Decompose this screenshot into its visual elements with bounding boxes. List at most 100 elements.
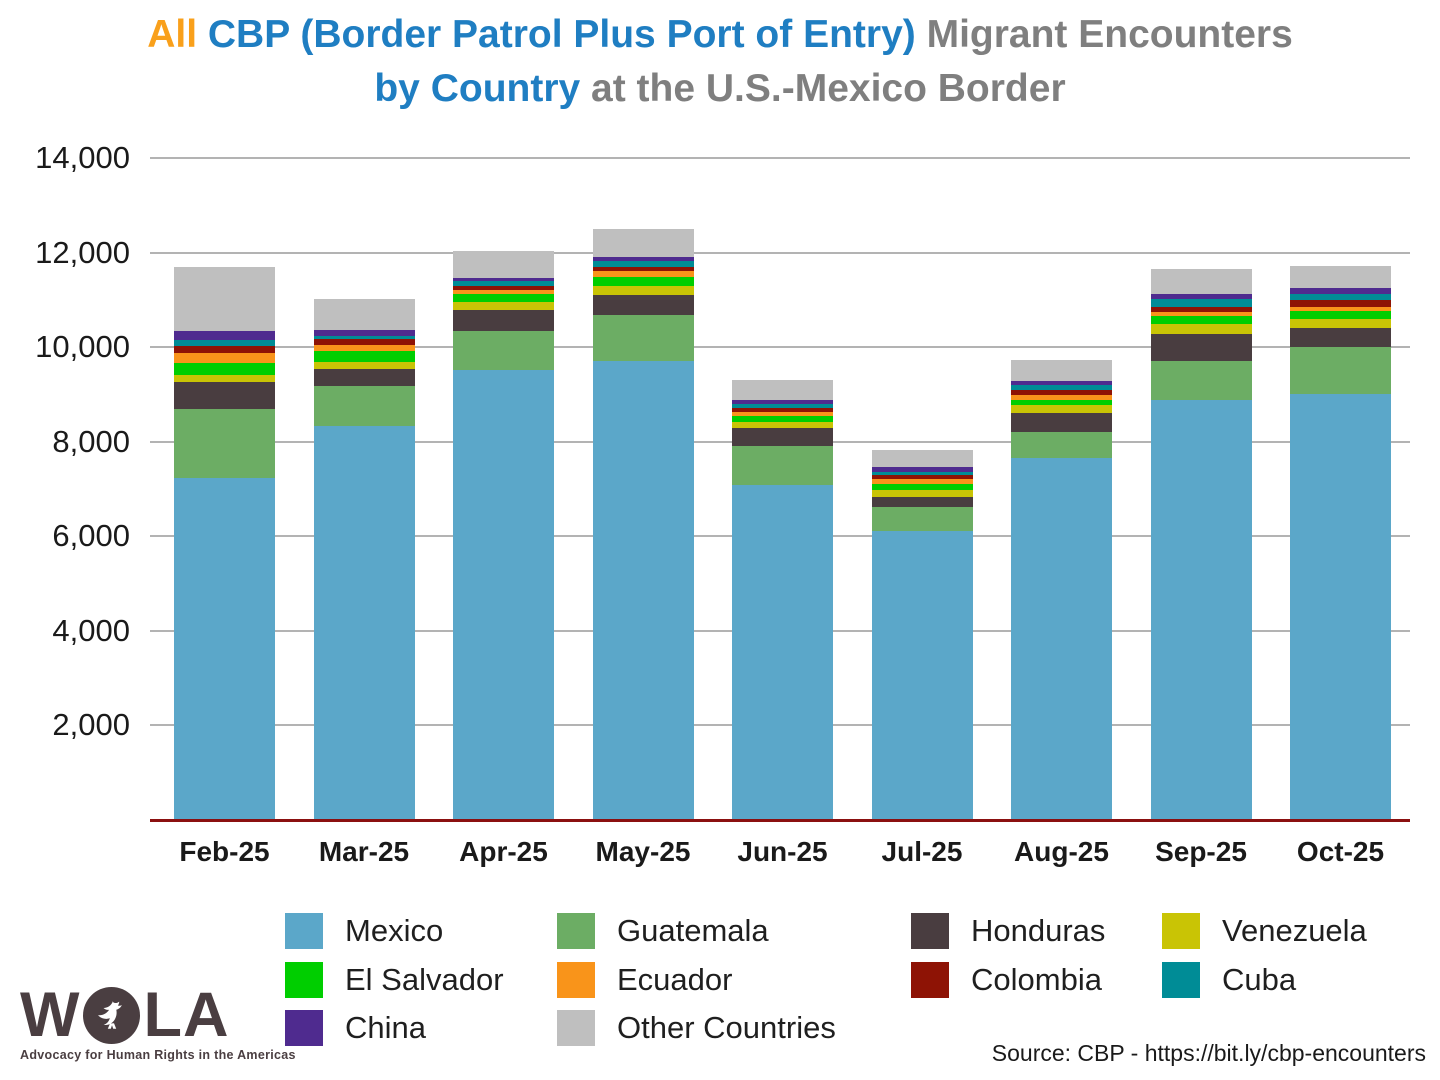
- bar-segment-cuba-aug-25: [1011, 384, 1112, 390]
- legend-label-honduras: Honduras: [971, 913, 1106, 948]
- bar-segment-honduras-jun-25: [732, 427, 833, 446]
- chart-area: 2,000 4,000 6,000 8,000 10,000 12,000 14,000 Fe…: [0, 140, 1440, 888]
- bar-segment-venezuela-may-25: [592, 286, 694, 296]
- bar-segment-china-feb-25: [174, 331, 275, 341]
- bar-segment-el-salvador-aug-25: [1011, 399, 1112, 406]
- bar-segment-cuba-feb-25: [174, 340, 275, 346]
- bar-segment-honduras-feb-25: [174, 382, 275, 409]
- bar-segment-ecuador-jul-25: [871, 479, 973, 484]
- bar-segment-china-jun-25: [732, 400, 833, 405]
- legend-swatch-el-salvador: [285, 961, 323, 998]
- title-segment: by Country: [374, 67, 592, 110]
- bar-segment-other-countries-apr-25: [453, 251, 554, 278]
- legend-label-guatemala: Guatemala: [617, 913, 769, 948]
- legend-swatch-colombia: [911, 961, 949, 998]
- bar-segment-guatemala-sep-25: [1150, 360, 1252, 400]
- bar-segment-other-countries-mar-25: [313, 299, 415, 331]
- chart-title-line1: All CBP (Border Patrol Plus Port of Entr…: [0, 8, 1440, 62]
- legend-swatch-honduras: [911, 913, 949, 949]
- legend-label-china: China: [345, 1010, 426, 1045]
- bar-segment-honduras-may-25: [592, 295, 694, 316]
- bar-segment-cuba-may-25: [592, 260, 694, 268]
- bar-segment-china-oct-25: [1290, 287, 1391, 294]
- bar-segment-honduras-jul-25: [871, 496, 973, 507]
- bar-segment-el-salvador-jul-25: [871, 483, 973, 491]
- legend-swatch-ecuador: [557, 961, 595, 998]
- bar-segment-colombia-apr-25: [453, 285, 554, 290]
- legend-swatch-mexico: [285, 913, 323, 949]
- y-axis-tick-2,000: 2,000: [52, 707, 130, 743]
- bar-segment-colombia-mar-25: [313, 338, 415, 346]
- title-segment: Migrant Encounters: [926, 13, 1293, 56]
- bar-segment-colombia-sep-25: [1150, 306, 1252, 313]
- gridline-10,000: [150, 346, 1410, 349]
- legend-swatch-guatemala: [557, 913, 595, 949]
- bar-aug-25: [1011, 359, 1112, 820]
- bar-segment-cuba-jul-25: [871, 471, 973, 475]
- title-segment: CBP (Border Patrol Plus Port of Entry): [207, 13, 927, 56]
- x-axis-tick-jul-25: Jul-25: [881, 836, 963, 867]
- x-axis-tick-sep-25: Sep-25: [1155, 836, 1247, 867]
- bar-sep-25: [1150, 269, 1252, 820]
- wola-logo-letters-la: LA: [143, 980, 230, 1050]
- bar-segment-cuba-apr-25: [453, 281, 554, 286]
- bar-segment-guatemala-feb-25: [174, 408, 275, 478]
- y-axis-tick-12,000: 12,000: [35, 234, 130, 270]
- bar-segment-ecuador-mar-25: [313, 345, 415, 352]
- legend-item-el-salvador: El Salvador: [285, 961, 504, 998]
- bar-segment-cuba-mar-25: [313, 336, 415, 339]
- legend-swatch-other-countries: [557, 1010, 595, 1046]
- x-axis-tick-feb-25: Feb-25: [179, 836, 270, 867]
- bar-segment-guatemala-may-25: [592, 315, 694, 361]
- bar-segment-guatemala-jun-25: [732, 445, 833, 485]
- bar-segment-ecuador-may-25: [592, 271, 694, 278]
- bar-segment-guatemala-apr-25: [453, 330, 554, 370]
- y-axis-tick-6,000: 6,000: [52, 518, 130, 554]
- bar-segment-mexico-sep-25: [1150, 399, 1252, 820]
- title-segment: All: [147, 13, 208, 56]
- bar-segment-honduras-oct-25: [1290, 328, 1391, 348]
- bar-segment-ecuador-oct-25: [1290, 307, 1391, 312]
- gridline-12,000: [150, 251, 1410, 254]
- legend-item-other-countries: Other Countries: [557, 1010, 836, 1046]
- bar-segment-mexico-mar-25: [313, 425, 415, 820]
- gridline-14,000: [150, 157, 1410, 159]
- bar-feb-25: [174, 266, 275, 820]
- bar-segment-el-salvador-jun-25: [732, 415, 833, 423]
- bar-segment-venezuela-sep-25: [1150, 324, 1252, 335]
- bar-apr-25: [453, 251, 554, 820]
- bar-segment-colombia-oct-25: [1290, 299, 1391, 308]
- bar-segment-el-salvador-apr-25: [453, 294, 554, 302]
- bar-segment-guatemala-mar-25: [313, 386, 415, 426]
- bar-segment-honduras-sep-25: [1150, 334, 1252, 361]
- legend-item-ecuador: Ecuador: [557, 961, 732, 998]
- bar-segment-venezuela-apr-25: [453, 301, 554, 310]
- bar-segment-ecuador-jun-25: [732, 411, 833, 416]
- legend-item-honduras: Honduras: [911, 913, 1105, 949]
- bar-segment-el-salvador-may-25: [592, 277, 694, 287]
- bar-segment-other-countries-jul-25: [871, 450, 973, 467]
- bar-segment-guatemala-oct-25: [1290, 347, 1391, 394]
- bar-segment-other-countries-jun-25: [732, 379, 833, 401]
- bar-segment-colombia-aug-25: [1011, 389, 1112, 396]
- bar-segment-mexico-may-25: [592, 360, 694, 820]
- bar-segment-el-salvador-feb-25: [174, 363, 275, 375]
- bar-segment-venezuela-jul-25: [871, 490, 973, 497]
- legend-label-venezuela: Venezuela: [1222, 913, 1367, 948]
- bar-segment-venezuela-mar-25: [313, 362, 415, 369]
- legend-item-guatemala: Guatemala: [557, 913, 769, 949]
- bar-segment-china-apr-25: [453, 277, 554, 281]
- bar-segment-colombia-feb-25: [174, 345, 275, 354]
- bar-segment-honduras-apr-25: [453, 309, 554, 331]
- x-axis-tick-oct-25: Oct-25: [1296, 836, 1385, 867]
- legend-swatch-china: [285, 1010, 323, 1046]
- bar-segment-mexico-aug-25: [1011, 458, 1112, 820]
- plot-area: [150, 157, 1410, 822]
- legend-item-colombia: Colombia: [911, 961, 1102, 998]
- bar-segment-mexico-jul-25: [871, 531, 973, 820]
- bar-segment-other-countries-feb-25: [174, 266, 275, 332]
- bar-segment-venezuela-jun-25: [732, 422, 833, 428]
- bar-segment-el-salvador-sep-25: [1150, 315, 1252, 325]
- legend-swatch-cuba: [1162, 961, 1200, 998]
- bar-segment-el-salvador-oct-25: [1290, 311, 1391, 320]
